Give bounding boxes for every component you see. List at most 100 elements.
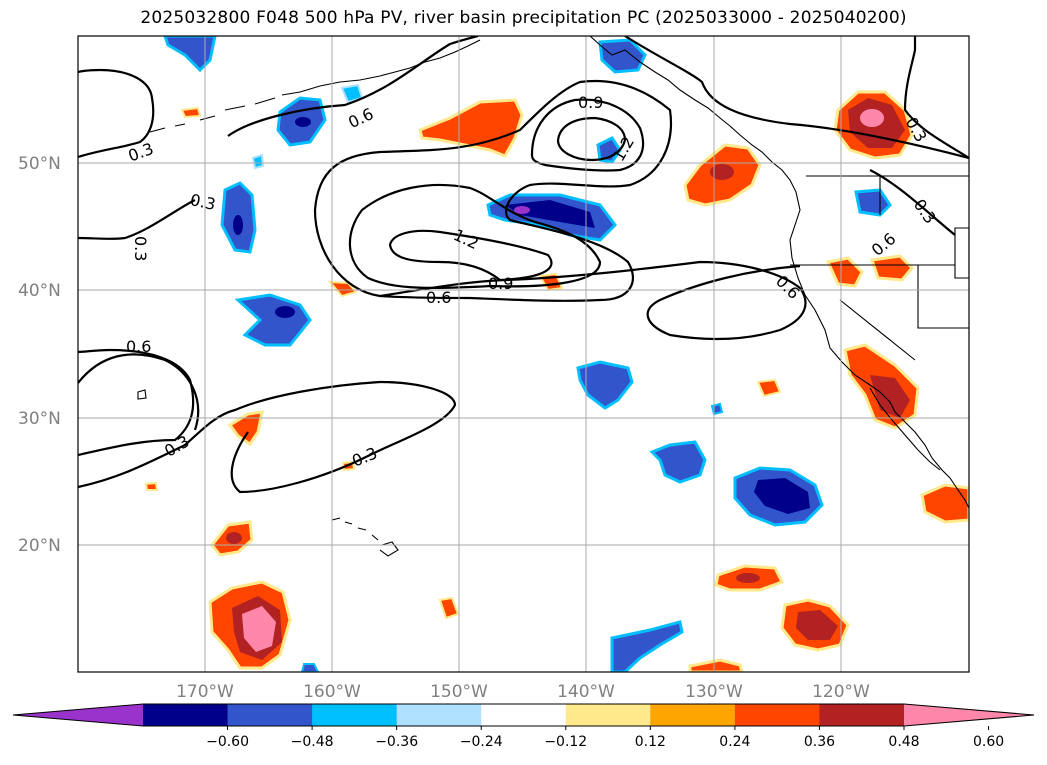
pv-contours (78, 36, 969, 494)
lon-label-170w: 170°W (176, 682, 234, 702)
pv-contour-0.6 (624, 36, 969, 160)
pv-contour-0.6 (78, 353, 200, 431)
map-background (78, 36, 969, 672)
colorbar-extension-high (904, 704, 1034, 726)
coastlines (137, 36, 969, 557)
pv-contour-0.3 (78, 199, 196, 240)
precip-patch-negative-core (275, 306, 295, 318)
lon-label-140w: 140°W (557, 682, 615, 702)
precip-patch-positive (227, 410, 264, 447)
pv-contour-0.3 (869, 169, 956, 236)
mexico-coast (904, 421, 969, 509)
lon-label-160w: 160°W (303, 682, 361, 702)
precip-patch-positive (144, 481, 159, 491)
pv-contour-0.6 (227, 36, 479, 137)
precip-patch-positive-core (710, 164, 734, 180)
contour-label: 0.9 (488, 274, 513, 293)
pv-contour-0.3 (78, 348, 195, 457)
precip-patch-positive (688, 658, 744, 672)
colorbar-segment (650, 704, 736, 726)
contour-label: 0.3 (188, 190, 217, 214)
colorbar-tick-label: 0.48 (888, 734, 919, 750)
map-frame (77, 35, 970, 673)
colorbar-segment (396, 704, 482, 726)
precip-patch-negative-core (233, 215, 243, 235)
colorbar-segment (819, 704, 905, 726)
lon-label-130w: 130°W (685, 682, 743, 702)
colorbar-tick-label: 0.24 (719, 734, 750, 750)
precip-patch-negative (300, 663, 320, 672)
precip-patch-positive-core (226, 532, 242, 544)
colorbar-segment (565, 704, 651, 726)
precip-patch-negative (854, 188, 892, 217)
precip-patch-negative-extreme (514, 206, 530, 214)
precip-patch-positive (180, 106, 202, 119)
pv-contour-0.9 (530, 98, 645, 172)
colorbar-tick-label: −0.48 (291, 734, 334, 750)
precip-patch-positive-extreme (242, 606, 276, 652)
lat-label-50n: 50°N (18, 154, 61, 174)
pv-contour-1.2 (388, 229, 553, 282)
map-title: 2025032800 F048 500 hPa PV, river basin … (140, 8, 907, 28)
precip-patch-negative (251, 153, 265, 170)
colorbar: −0.60 −0.48 −0.36 −0.24 −0.12 0.12 0.24 0.36 0.4… (12, 703, 1035, 750)
colorbar-segment (481, 704, 567, 726)
small-island (137, 389, 147, 400)
lat-label-30n: 30°N (18, 409, 61, 429)
lon-label-150w: 150°W (430, 682, 488, 702)
colorbar-tick-label: −0.12 (544, 734, 587, 750)
baja-peninsula (869, 387, 941, 471)
colorbar-tick-label: −0.24 (460, 734, 503, 750)
precip-patch-negative (163, 36, 217, 73)
lat-label-40n: 40°N (18, 281, 61, 301)
pv-contour-0.3 (78, 68, 155, 159)
precip-patch-negative (649, 440, 707, 484)
pv-contour-1.2 (556, 116, 627, 162)
precip-patch-positive-extreme (860, 109, 884, 127)
colorbar-tick-label: −0.36 (375, 734, 418, 750)
precip-patch-positive-core (796, 610, 838, 640)
precip-patch-positive (327, 280, 358, 298)
hawaii-islands (331, 517, 399, 557)
contour-label: 0.3 (131, 236, 150, 261)
precipitation-patches (144, 36, 969, 672)
colorbar-extension-low (13, 704, 143, 726)
lon-label-120w: 120°W (812, 682, 870, 702)
state-border (917, 265, 969, 329)
precip-patch-positive (438, 596, 460, 620)
pv-contour-0.6 (313, 79, 672, 302)
state-border (954, 227, 969, 279)
colorbar-segment (312, 704, 398, 726)
colorbar-segment (734, 704, 820, 726)
aleutian-islands (149, 39, 481, 133)
precip-patch-negative (596, 136, 622, 164)
precip-patch-negative-core (754, 478, 810, 514)
contour-label: 0.9 (578, 93, 603, 112)
precip-patch-negative (234, 293, 312, 347)
precip-patch-negative-core (295, 117, 311, 127)
precip-patch-positive (920, 483, 969, 524)
precip-patch-positive (418, 98, 524, 158)
colorbar-segment (143, 704, 229, 726)
colorbar-segment (227, 704, 313, 726)
colorbar-tick-label: 0.60 (973, 734, 1004, 750)
contour-label: 0.6 (426, 288, 451, 307)
lat-label-20n: 20°N (18, 536, 61, 556)
colorbar-tick-label: 0.36 (804, 734, 835, 750)
pv-contour-0.3 (903, 36, 969, 159)
us-west-coast (789, 191, 906, 423)
alaska-coast (589, 36, 797, 193)
precip-patch-negative (610, 620, 684, 672)
pv-contour-0.3 (78, 380, 457, 494)
precip-patch-positive-core (736, 573, 760, 583)
precip-patch-negative-core (505, 200, 595, 228)
state-border (839, 299, 916, 361)
graticule (78, 36, 969, 672)
precip-patch-negative (576, 360, 634, 410)
colorbar-tick-label: −0.60 (206, 734, 249, 750)
precip-patch-positive-core (870, 375, 910, 418)
contour-label: 0.6 (126, 337, 151, 356)
colorbar-outline (12, 703, 1035, 727)
colorbar-tick-label: 0.12 (635, 734, 666, 750)
